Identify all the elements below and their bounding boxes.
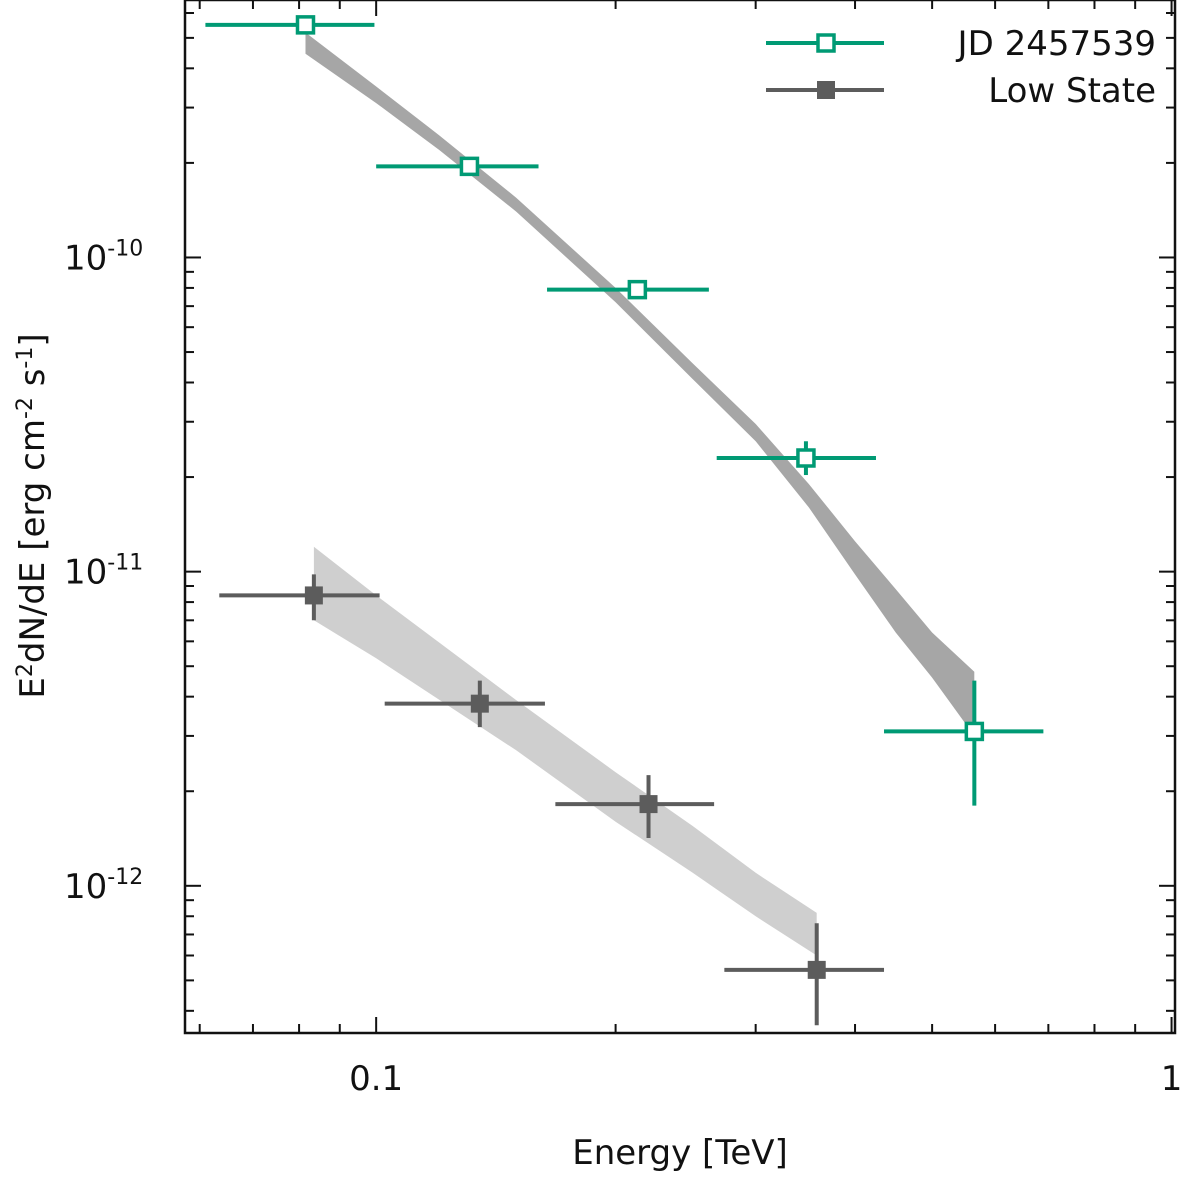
open-square-marker <box>796 448 816 468</box>
axis-ticks <box>185 0 1175 1033</box>
data-point-flare-3 <box>716 441 876 476</box>
y-axis-title-end-sup: -1 <box>13 347 38 369</box>
y-axis-title-mid: dN/dE [erg cm <box>13 419 53 663</box>
y-tick-label-exponent: -11 <box>107 551 143 576</box>
data-point-flare-2 <box>547 279 709 300</box>
data-point-flare-1 <box>376 156 539 177</box>
y-axis-title: E2dN/dE [erg cm-2 s-1] <box>13 333 54 698</box>
x-tick-label-1: 1 <box>1161 1059 1183 1099</box>
filled-square-marker <box>470 694 489 713</box>
data-point-low-0 <box>219 574 380 621</box>
plot-frame <box>183 0 1177 1035</box>
data-point-flare-0 <box>205 15 375 35</box>
y-axis-title-base: E <box>13 677 53 698</box>
y-axis-title-close: ] <box>13 333 53 346</box>
x-axis-title: Energy [TeV] <box>572 1133 788 1173</box>
x-tick-label-0: 0.1 <box>349 1059 403 1099</box>
legend-marker-low <box>817 81 835 99</box>
x-tick-labels: 0.1 1 <box>349 1059 1182 1099</box>
y-tick-label-exponent: -12 <box>107 865 143 890</box>
open-square-marker <box>627 279 648 300</box>
y-axis-title-mid-sup: -2 <box>13 397 38 419</box>
filled-square-marker <box>304 586 323 605</box>
legend-marker-flare <box>816 33 836 53</box>
y-tick-label-exponent: -10 <box>107 236 143 261</box>
filled-square-marker <box>639 795 658 814</box>
data-point-low-2 <box>555 775 715 838</box>
open-square-marker <box>459 156 480 177</box>
open-square-marker <box>295 15 316 35</box>
open-square-marker <box>964 721 985 742</box>
data-point-low-1 <box>384 680 545 728</box>
legend: JD 2457539 Low State <box>766 24 1156 111</box>
y-tick-label-base: 10 <box>64 867 107 907</box>
model-bands <box>305 32 975 956</box>
legend-label-low: Low State <box>988 71 1156 111</box>
data-point-flare-4 <box>884 680 1044 806</box>
filled-square-marker <box>807 960 826 979</box>
y-tick-label-1: 10-11 <box>64 551 143 593</box>
model-band-1 <box>313 546 817 956</box>
data-point-low-3 <box>724 923 885 1026</box>
y-tick-label-base: 10 <box>64 553 107 593</box>
y-tick-label-2: 10-12 <box>64 865 143 907</box>
y-axis-title-base-sup: 2 <box>13 663 38 677</box>
legend-label-flare: JD 2457539 <box>956 24 1156 64</box>
y-tick-label-base: 10 <box>64 238 107 278</box>
data-series <box>205 15 1044 1026</box>
y-tick-label-0: 10-10 <box>64 236 143 278</box>
y-axis-title-end: s <box>13 369 53 398</box>
